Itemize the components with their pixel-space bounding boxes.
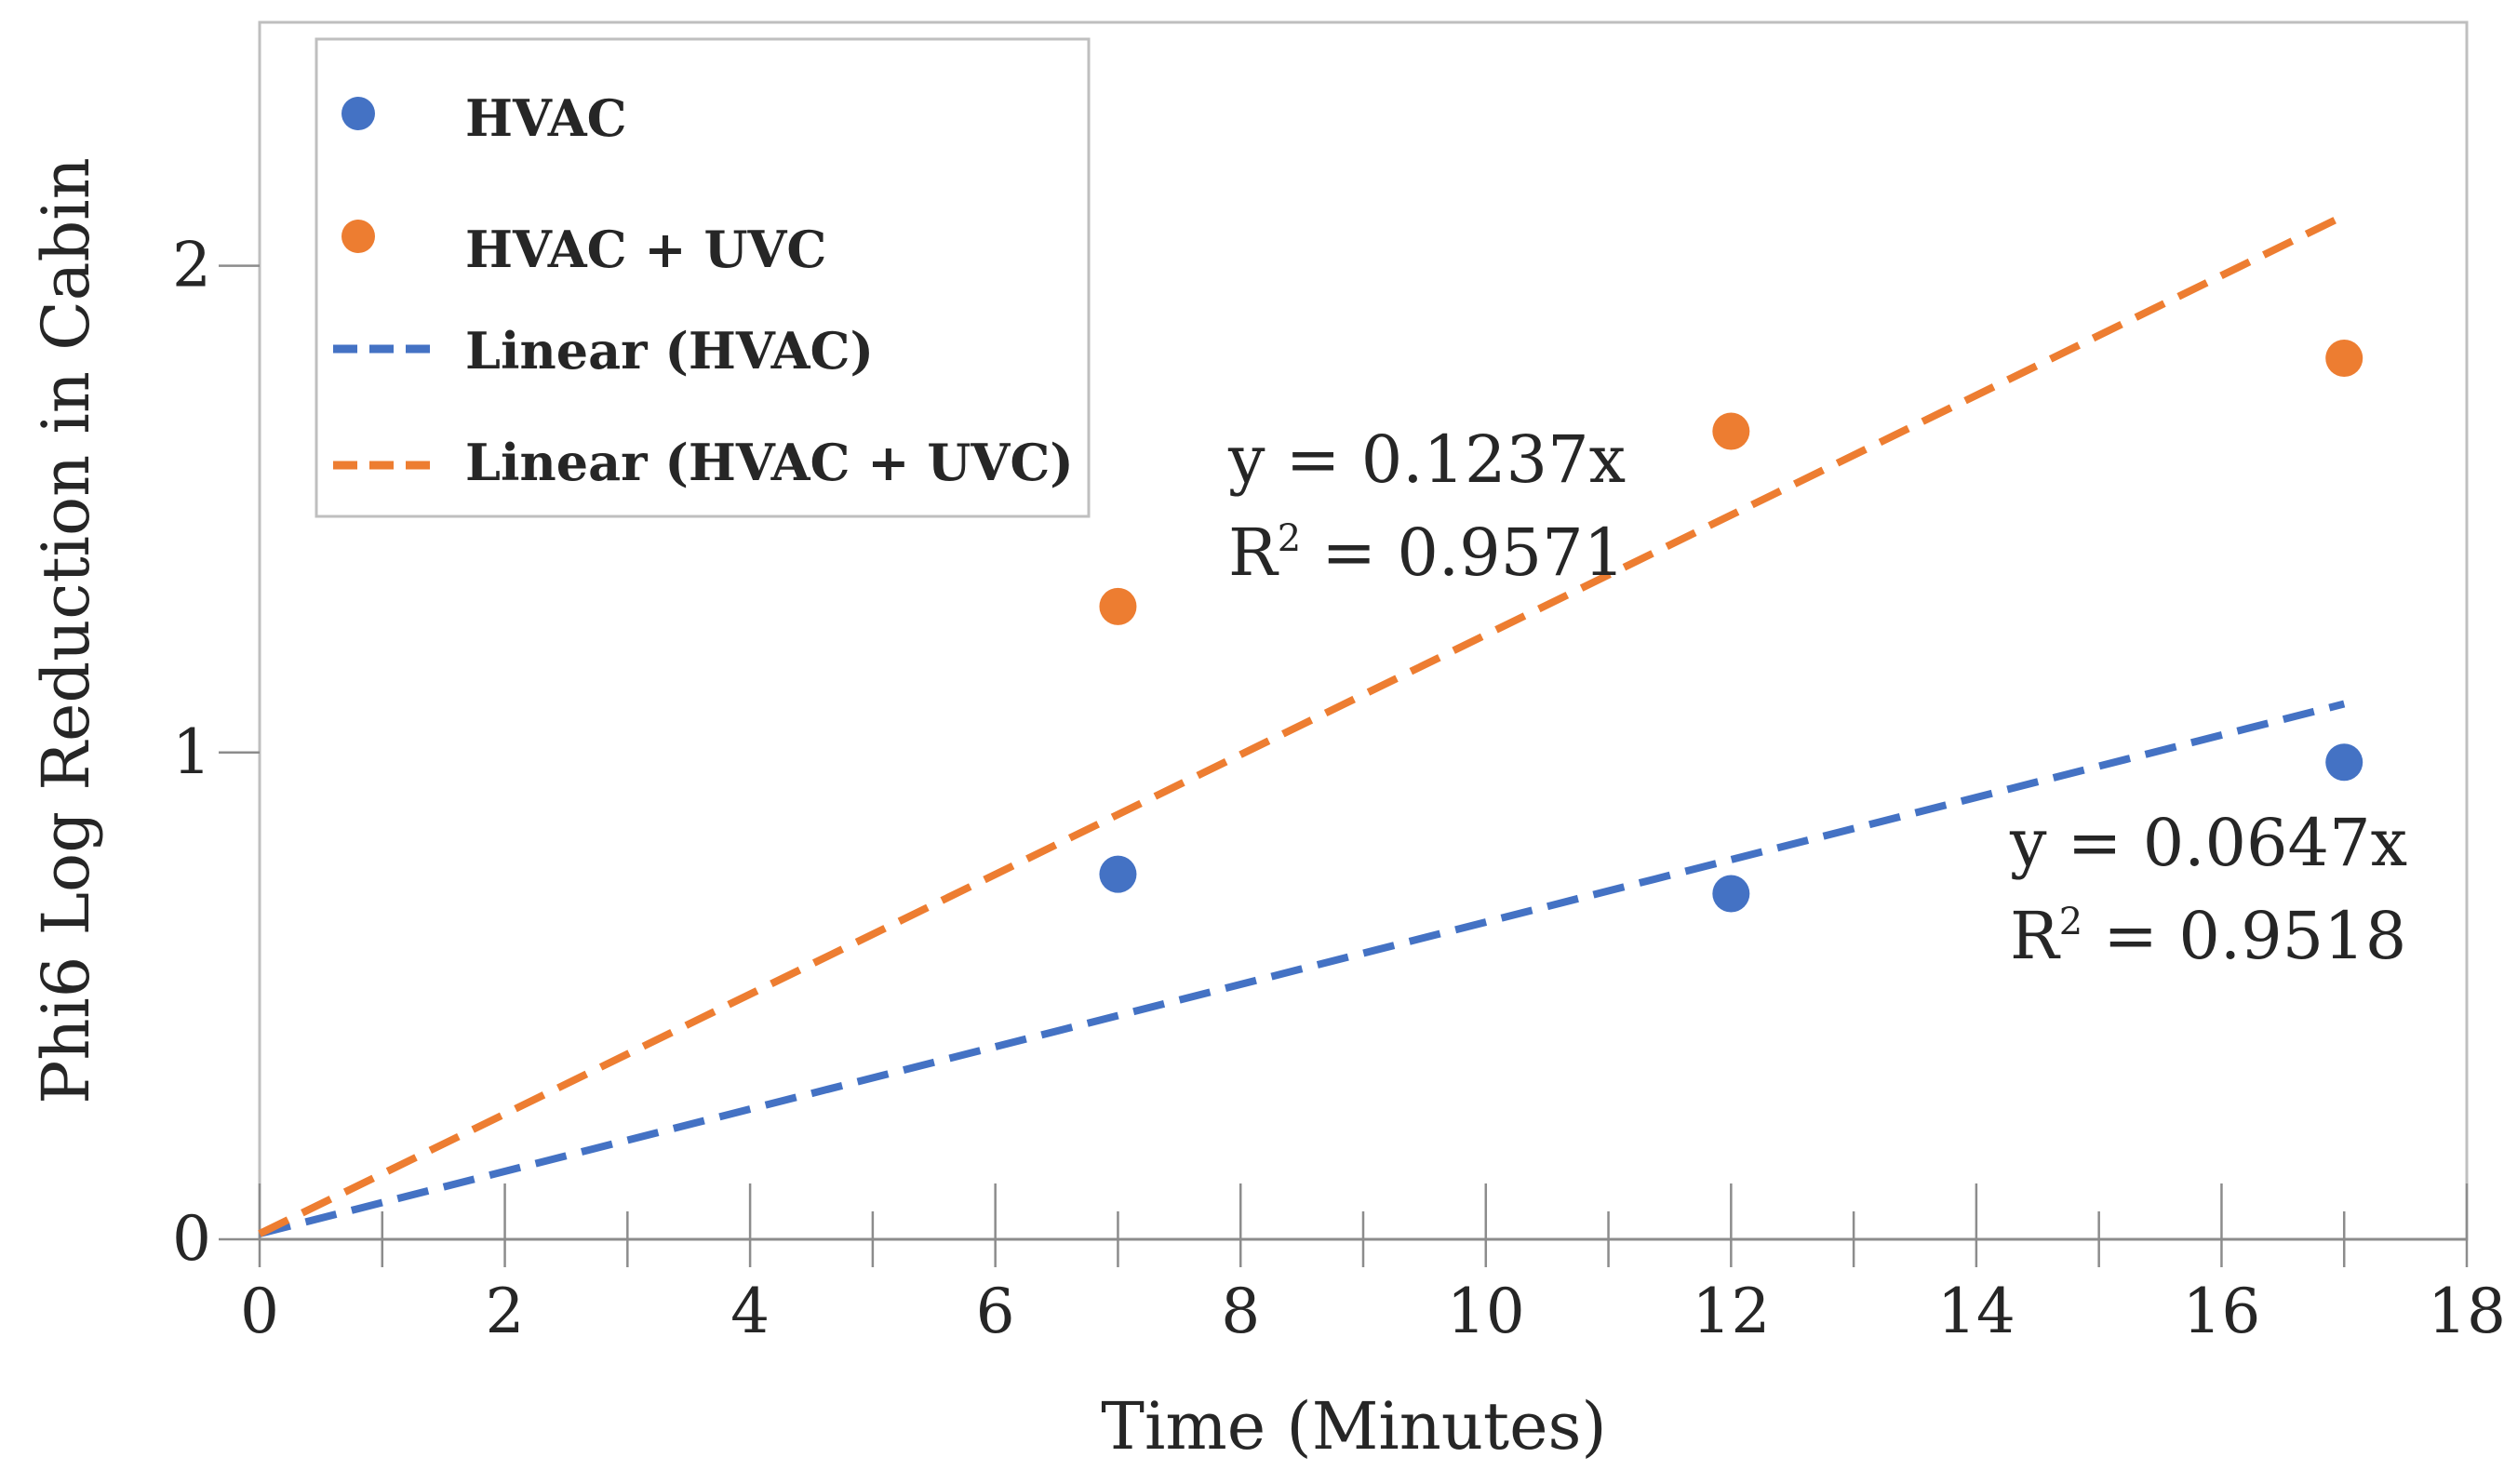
point-hvac-uvc	[2325, 340, 2363, 378]
legend-marker-hvac	[341, 97, 375, 130]
point-hvac-uvc	[1712, 412, 1750, 450]
data-points	[1099, 340, 2363, 913]
point-hvac	[1712, 875, 1750, 913]
x-tick-label: 4	[730, 1276, 770, 1347]
x-tick-label: 18	[2428, 1276, 2504, 1347]
x-tick-label: 0	[240, 1276, 279, 1347]
point-hvac	[1099, 855, 1137, 893]
x-axis-title: Time (Minutes)	[1101, 1388, 1606, 1464]
legend-item-linear-hvac: Linear (HVAC)	[333, 321, 874, 381]
legend-item-hvac: HVAC	[341, 88, 627, 148]
y-tick-label: 1	[172, 716, 211, 788]
x-tick-label: 8	[1221, 1276, 1260, 1347]
point-hvac	[2325, 743, 2363, 782]
x-tick-label: 6	[976, 1276, 1015, 1347]
y-tick-label: 2	[172, 230, 211, 301]
hvac-trendline-label: y = 0.0647x R2 = 0.9518	[2009, 805, 2407, 974]
legend-label-hvac: HVAC	[465, 88, 627, 148]
uvc-trendline-label: y = 0.1237x R2 = 0.9571	[1227, 421, 1626, 591]
trendlines	[258, 212, 2346, 1237]
legend-label-linear-hvac-uvc: Linear (HVAC + UVC)	[465, 433, 1074, 492]
legend-item-linear-hvac-uvc: Linear (HVAC + UVC)	[333, 433, 1074, 492]
point-hvac-uvc	[1099, 587, 1137, 625]
hvac-equation: y = 0.0647x	[2009, 805, 2407, 881]
trendline-linear-hvac-uvc	[258, 212, 2346, 1237]
legend-box	[315, 37, 1091, 518]
trendline-linear-hvac	[259, 700, 2346, 1237]
x-tick-label: 14	[1937, 1276, 2015, 1347]
x-tick-label: 16	[2182, 1276, 2260, 1347]
uvc-equation: y = 0.1237x	[1227, 421, 1626, 498]
legend-label-hvac-uvc: HVAC + UVC	[465, 220, 826, 279]
legend-marker-hvac-uvc	[341, 220, 375, 253]
y-axis-title: Phi6 Log Reduction in Cabin	[28, 157, 104, 1104]
y-tick-label: 0	[172, 1203, 211, 1275]
uvc-r-squared: R2 = 0.9571	[1228, 515, 1625, 591]
legend-label-linear-hvac: Linear (HVAC)	[465, 321, 874, 381]
x-tick-label: 12	[1692, 1276, 1770, 1347]
legend: HVAC HVAC + UVC Linear (HVAC) Linear (HV…	[315, 37, 1091, 518]
x-tick-label: 10	[1447, 1276, 1525, 1347]
legend-item-hvac-uvc: HVAC + UVC	[341, 220, 826, 279]
x-tick-label: 2	[486, 1276, 525, 1347]
hvac-r-squared: R2 = 0.9518	[2010, 898, 2406, 974]
